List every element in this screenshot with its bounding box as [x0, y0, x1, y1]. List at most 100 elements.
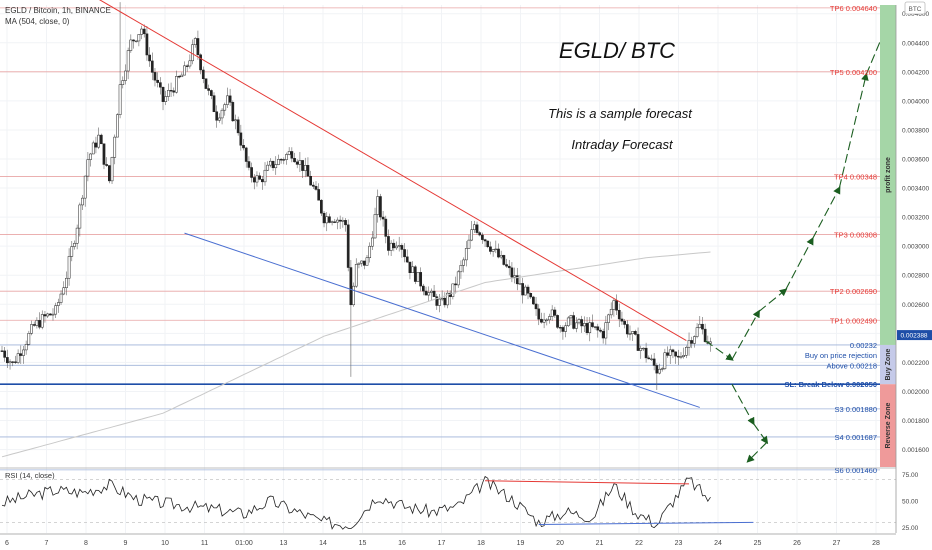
- zone-label: profit zone: [885, 157, 892, 193]
- candle-body: [19, 353, 23, 356]
- price-tick-label: 0.001800: [902, 418, 929, 425]
- price-tick-label: 0.003600: [902, 157, 929, 164]
- candle-body: [126, 50, 130, 72]
- candle-body: [491, 249, 495, 252]
- candle-body: [489, 246, 492, 252]
- candle-body: [196, 38, 200, 56]
- time-tick-label: 20: [556, 540, 564, 547]
- candle-body: [27, 333, 31, 345]
- level-label: SL: Break Below 0.002050: [784, 380, 877, 389]
- zone-label: Buy Zone: [885, 349, 892, 381]
- candle-body: [209, 90, 213, 96]
- candle-body: [244, 147, 248, 162]
- time-tick-label: 22: [635, 540, 643, 547]
- time-tick-label: 8: [84, 540, 88, 547]
- candle-body: [180, 74, 184, 78]
- reverse-arrow: [746, 441, 768, 463]
- time-tick-label: 10: [161, 540, 169, 547]
- candle-body: [325, 216, 329, 224]
- candle-body: [188, 60, 192, 67]
- candle-body: [467, 239, 471, 249]
- candle-body: [459, 265, 463, 273]
- candle-body: [642, 347, 645, 350]
- candle-body: [228, 95, 232, 103]
- candle-body: [354, 264, 358, 287]
- candle-body: [685, 347, 688, 356]
- resistance-trendline: [99, 0, 687, 342]
- candle-body: [604, 322, 608, 339]
- candle-body: [83, 175, 87, 199]
- candle-body: [252, 177, 256, 183]
- time-tick-label: 28: [872, 540, 880, 547]
- candle-body: [497, 248, 500, 258]
- level-label: Above 0.00218: [827, 361, 877, 370]
- candle-body: [419, 272, 423, 287]
- candle-body: [593, 326, 597, 328]
- price-tick-label: 0.002800: [902, 273, 929, 280]
- candle-body: [634, 331, 637, 335]
- candle-body: [6, 357, 9, 364]
- candle-body: [121, 80, 125, 85]
- zone-bar: [880, 5, 896, 345]
- price-tick-label: 0.002000: [902, 389, 929, 396]
- candle-body: [102, 143, 106, 165]
- candle-body: [158, 82, 162, 88]
- candle-body: [220, 109, 224, 119]
- candle-body: [408, 261, 412, 274]
- reverse-arrow: [731, 383, 755, 426]
- candle-body: [537, 308, 541, 320]
- candle-body: [78, 204, 82, 229]
- candle-body: [529, 293, 533, 298]
- candle-body: [400, 245, 404, 250]
- candle-body: [48, 313, 52, 316]
- current-price-badge: [897, 330, 932, 341]
- candle-body: [365, 257, 369, 266]
- candle-body: [14, 361, 17, 363]
- candle-body: [54, 305, 58, 315]
- candle-body: [242, 145, 245, 149]
- candle-body: [86, 159, 90, 177]
- candle-body: [521, 283, 524, 296]
- current-price-label: 0.002388: [900, 333, 927, 340]
- rsi-tick-label: 25.00: [902, 525, 919, 532]
- candle-body: [430, 290, 433, 293]
- candle-body: [124, 70, 127, 81]
- candle-body: [585, 323, 589, 334]
- candle-body: [8, 361, 12, 364]
- candle-body: [376, 196, 380, 215]
- candle-body: [344, 220, 347, 226]
- candle-body: [301, 160, 304, 171]
- candle-body: [636, 334, 640, 351]
- candle-body: [250, 167, 253, 178]
- ma-line: [1, 251, 711, 458]
- candle-body: [647, 357, 651, 360]
- candle-body: [413, 266, 417, 282]
- candle-body: [373, 214, 377, 239]
- candle-body: [285, 154, 288, 160]
- candle-body: [287, 151, 291, 155]
- candle-body: [116, 114, 119, 138]
- candle-body: [81, 197, 84, 206]
- rsi-panel: RSI (14, close) 75.00 50.00 25.00: [0, 467, 919, 532]
- candle-body: [580, 319, 584, 327]
- time-tick-label: 19: [517, 540, 525, 547]
- currency-badge[interactable]: BTC: [904, 1, 926, 15]
- candle-body: [113, 136, 117, 158]
- candle-body: [612, 300, 616, 310]
- candle-body: [164, 96, 168, 102]
- candle-body: [660, 368, 664, 370]
- candle-body: [695, 327, 699, 337]
- candle-body: [666, 352, 669, 356]
- candle-body: [65, 277, 68, 288]
- time-tick-label: 16: [398, 540, 406, 547]
- candle-body: [199, 54, 202, 71]
- time-tick-label: 6: [5, 540, 9, 547]
- candle-body: [94, 142, 98, 148]
- candle-body: [150, 60, 154, 73]
- candle-body: [387, 236, 390, 251]
- main-title: EGLD/ BTC: [559, 38, 675, 63]
- candle-body: [443, 297, 447, 306]
- candle-body: [701, 323, 704, 330]
- candle-body: [177, 76, 181, 78]
- candle-body: [631, 331, 635, 334]
